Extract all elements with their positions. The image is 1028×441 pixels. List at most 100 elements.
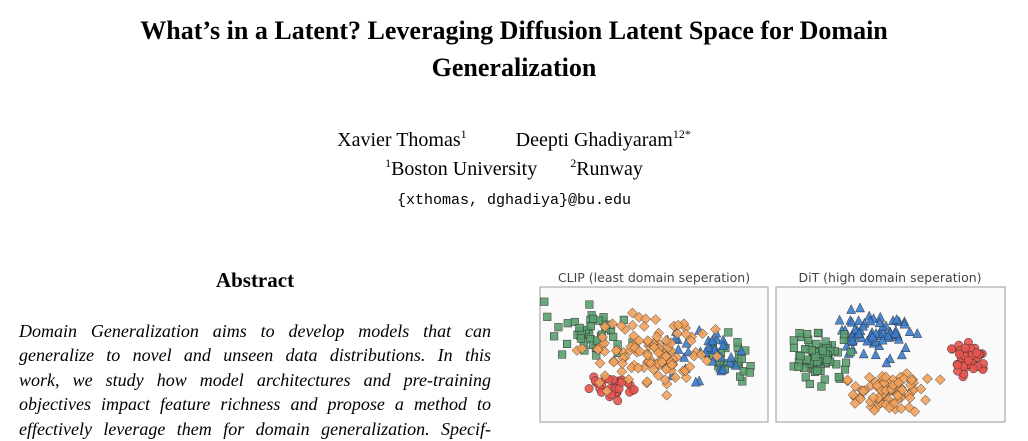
scatter-point bbox=[550, 332, 559, 341]
scatter-point bbox=[576, 343, 588, 354]
scatter-point bbox=[846, 304, 857, 314]
scatter-point bbox=[609, 332, 618, 341]
scatter-point bbox=[599, 321, 611, 333]
author-name: Xavier Thomas bbox=[337, 129, 461, 151]
paper-title: What’s in a Latent? Leveraging Diffusion… bbox=[140, 16, 888, 82]
scatter-point bbox=[629, 385, 639, 395]
scatter-point bbox=[805, 379, 814, 389]
scatter-point bbox=[968, 364, 978, 374]
scatter-point bbox=[906, 374, 918, 386]
scatter-point bbox=[813, 366, 822, 375]
scatter-point bbox=[718, 364, 728, 374]
scatter-point bbox=[558, 350, 567, 359]
scatter-point bbox=[900, 342, 911, 353]
scatter-point bbox=[707, 335, 718, 346]
affiliation: 2Runway bbox=[570, 156, 643, 180]
author-sup: 1 bbox=[460, 127, 467, 141]
scatter-point bbox=[594, 357, 606, 369]
scatter-point bbox=[601, 385, 613, 397]
affil-sup: 2 bbox=[570, 156, 577, 170]
scatter-point bbox=[794, 362, 803, 371]
scatter-point bbox=[617, 358, 628, 369]
scatter-point bbox=[834, 314, 845, 325]
scatter-point bbox=[638, 321, 650, 332]
scatter-point bbox=[960, 343, 970, 353]
scatter-point bbox=[724, 328, 733, 337]
scatter-point bbox=[589, 314, 598, 323]
scatter-point bbox=[893, 333, 904, 344]
scatter-point bbox=[575, 323, 584, 332]
scatter-point bbox=[632, 362, 644, 374]
scatter-point bbox=[850, 381, 861, 392]
scatter-point bbox=[880, 371, 892, 383]
scatter-point bbox=[563, 339, 572, 348]
scatter-point bbox=[803, 329, 812, 339]
scatter-point bbox=[617, 377, 626, 387]
author-sup: 12* bbox=[672, 127, 691, 141]
scatter-point bbox=[540, 297, 549, 306]
scatter-point bbox=[892, 390, 904, 401]
abstract-body: Domain Generalization aims to develop mo… bbox=[19, 319, 491, 441]
scatter-point bbox=[854, 328, 864, 338]
scatter-point bbox=[858, 348, 869, 359]
scatter-point bbox=[570, 317, 579, 327]
scatter-point bbox=[870, 349, 881, 360]
scatter-point bbox=[623, 374, 635, 385]
scatter-point bbox=[695, 349, 707, 361]
scatter-point bbox=[954, 349, 964, 359]
scatter-point bbox=[920, 394, 931, 406]
scatter-point bbox=[543, 312, 552, 321]
scatter-point bbox=[594, 377, 605, 389]
scatter-point bbox=[690, 376, 701, 387]
scatter-point bbox=[893, 377, 904, 389]
email: {xthomas, dghadiya}@bu.edu bbox=[396, 192, 632, 209]
scatter-point bbox=[953, 360, 963, 370]
scatter-point bbox=[608, 356, 620, 368]
scatter-point bbox=[634, 345, 646, 357]
scatter-point bbox=[846, 348, 855, 357]
scatter-point bbox=[896, 349, 907, 360]
scatter-point bbox=[684, 361, 696, 373]
scatter-point bbox=[666, 359, 678, 371]
scatter-point bbox=[947, 344, 957, 354]
scatter-point bbox=[890, 327, 901, 338]
scatter-point bbox=[912, 328, 923, 338]
scatter-point bbox=[710, 324, 721, 335]
scatter-point bbox=[641, 376, 653, 388]
scatter-point bbox=[726, 351, 736, 362]
scatter-point bbox=[884, 402, 895, 414]
abstract-line: objectives impact feature richness and p… bbox=[19, 394, 491, 415]
scatter-point bbox=[915, 383, 927, 395]
scatter-point bbox=[678, 318, 690, 330]
abstract-heading: Abstract bbox=[215, 268, 295, 292]
scatter-point bbox=[563, 319, 572, 328]
scatter-point bbox=[627, 320, 638, 331]
scatter-point bbox=[584, 384, 594, 394]
scatter-point bbox=[627, 307, 638, 319]
author: Xavier Thomas1 bbox=[337, 127, 467, 151]
scatter-point bbox=[891, 313, 902, 324]
scatter-point bbox=[858, 385, 869, 397]
scatter-point bbox=[789, 343, 798, 352]
scatter-point bbox=[659, 374, 671, 386]
scatter-point bbox=[650, 314, 662, 325]
scatter-point bbox=[718, 340, 728, 350]
scatter-point bbox=[817, 382, 826, 391]
scatter-point bbox=[592, 344, 604, 355]
scatter-point bbox=[818, 346, 827, 355]
scatter-point bbox=[745, 368, 754, 377]
scatter-point bbox=[648, 364, 659, 375]
scatter-point bbox=[855, 302, 865, 313]
scatter-point bbox=[789, 336, 798, 345]
scatter-point bbox=[661, 389, 673, 401]
scatter-point bbox=[841, 358, 851, 367]
affiliations: 1Boston University 2Runway bbox=[0, 156, 1028, 181]
scatter-point bbox=[820, 375, 829, 384]
scatter-point bbox=[672, 319, 684, 331]
scatter-point bbox=[823, 355, 832, 364]
scatter-point bbox=[642, 349, 653, 361]
author-name: Deepti Ghadiyaram bbox=[515, 129, 673, 151]
scatter-point bbox=[881, 357, 892, 368]
scatter-point bbox=[864, 372, 875, 383]
scatter-point bbox=[934, 374, 946, 386]
